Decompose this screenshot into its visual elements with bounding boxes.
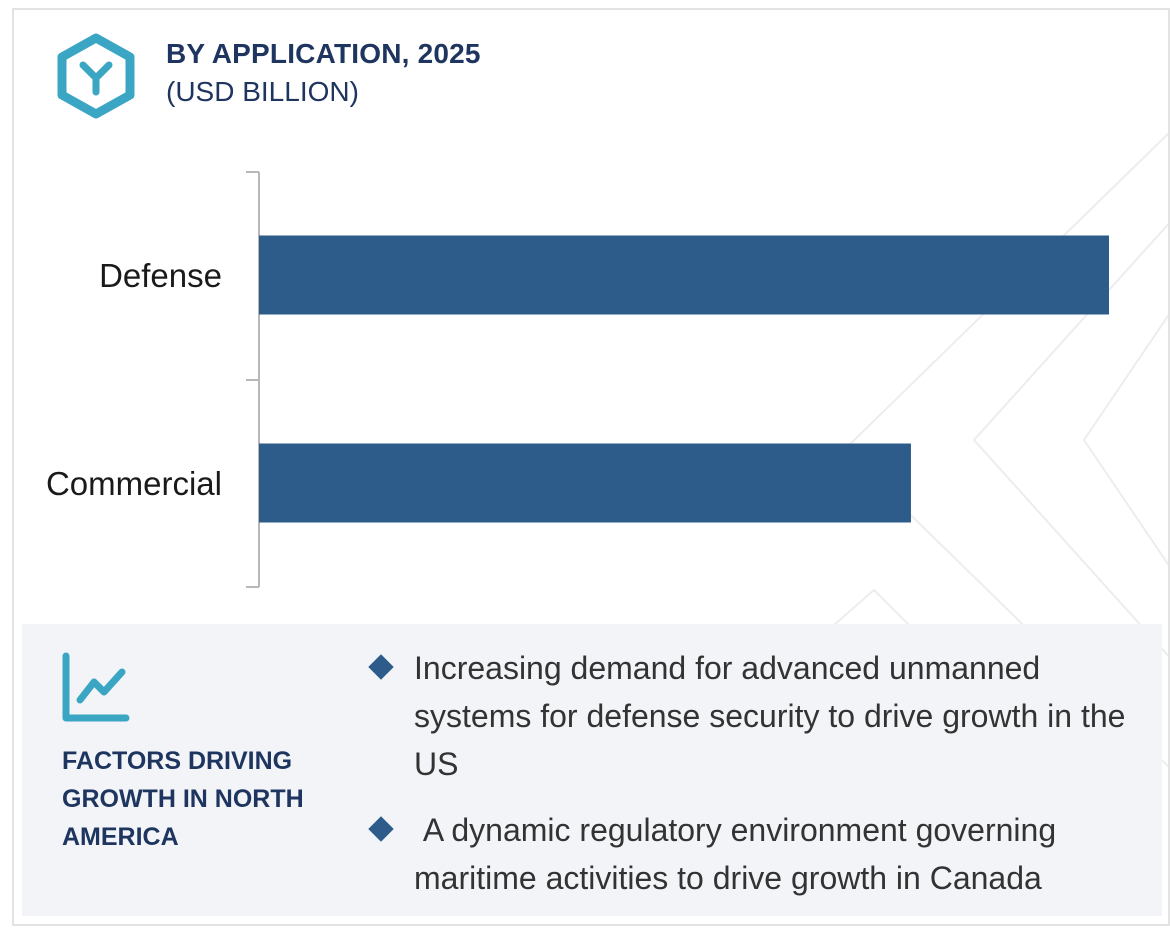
application-logo-icon [57,33,135,119]
chart-subtitle: (USD BILLION) [166,76,359,107]
diamond-bullet-icon [368,816,394,842]
factors-heading: FACTORS DRIVING GROWTH IN NORTH AMERICA [62,747,304,851]
bar-chart: Defense Commercial [46,171,1109,588]
factors-panel: FACTORS DRIVING GROWTH IN NORTH AMERICA … [22,624,1162,916]
bar-defense [259,235,1109,315]
infographic-card: BY APPLICATION, 2025 (USD BILLION) Defen… [12,8,1170,926]
bar-commercial [259,443,911,523]
chart-title: BY APPLICATION, 2025 [166,38,481,69]
trend-chart-icon [62,652,130,722]
factor-text: A dynamic regulatory environment governi… [414,812,1066,896]
category-label-defense: Defense [99,257,222,294]
diamond-bullet-icon [368,654,394,680]
factor-text: Increasing demand for advanced unmanned … [414,650,1135,782]
category-label-commercial: Commercial [46,465,222,502]
